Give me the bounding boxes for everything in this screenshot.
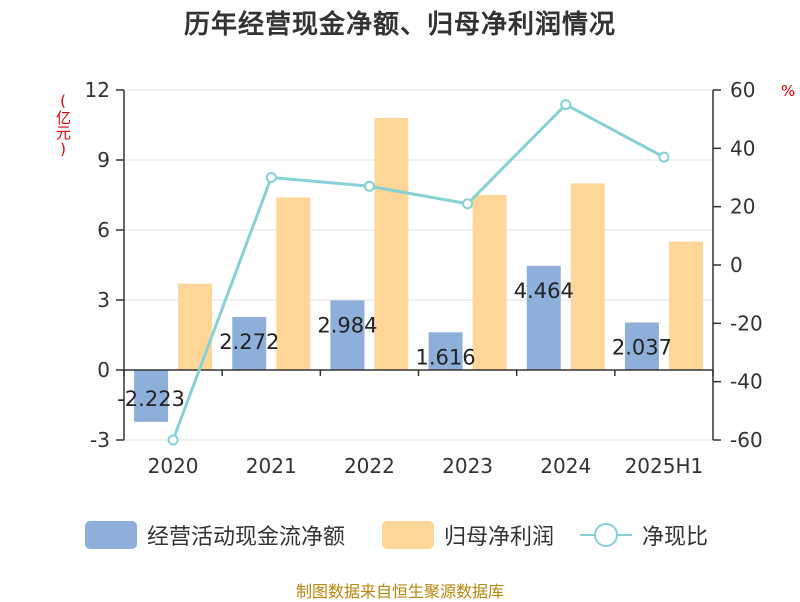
bar-net-profit xyxy=(570,183,605,370)
legend: 经营活动现金流净额 归母净利润 净现比 xyxy=(0,517,800,553)
legend-label-cash-flow: 经营活动现金流净额 xyxy=(147,525,346,550)
gridlines xyxy=(124,89,713,441)
ratio-point xyxy=(363,180,375,192)
data-label-cash-flow: -2.223 xyxy=(117,387,185,411)
y-left-tick-label: 3 xyxy=(97,288,110,312)
data-label-cash-flow: 1.616 xyxy=(416,345,476,369)
chart-title: 历年经营现金净额、归母净利润情况 xyxy=(183,10,616,40)
y-right-tick-label: 0 xyxy=(730,253,743,277)
bar-cash-flow xyxy=(428,332,463,370)
ratio-point xyxy=(167,434,179,446)
y-right-tick-label: 60 xyxy=(730,78,755,102)
x-tick-label: 2024 xyxy=(540,454,591,478)
y-left-tick-label: 6 xyxy=(97,218,110,242)
bar-net-profit xyxy=(178,283,213,370)
ratio-point xyxy=(265,172,277,183)
legend-swatch-net-profit xyxy=(382,521,434,549)
ratio-line xyxy=(171,102,665,441)
legend-item-ratio[interactable]: 净现比 xyxy=(580,517,708,553)
left-axis-unit: (亿元) xyxy=(54,92,72,158)
x-tick-label: 2020 xyxy=(148,454,199,478)
y-right-tick-label: -60 xyxy=(730,428,763,452)
y-right-tick-label: 20 xyxy=(730,195,755,219)
y-left-tick-label: -3 xyxy=(90,428,110,452)
x-tick-label: 2021 xyxy=(246,454,297,478)
data-labels: -2.223 2.272 2.984 1.616 4.464 2.037 xyxy=(117,279,672,411)
data-label-cash-flow: 2.984 xyxy=(317,313,377,337)
bar-cash-flow xyxy=(330,300,365,370)
data-label-cash-flow: 2.037 xyxy=(612,335,672,359)
legend-item-net-profit[interactable]: 归母净利润 xyxy=(382,517,554,553)
legend-swatch-ratio-icon xyxy=(580,521,632,549)
y-right-tick-label: -40 xyxy=(730,370,763,394)
legend-label-ratio: 净现比 xyxy=(642,525,709,550)
bar-cash-flow xyxy=(134,370,169,422)
y-left-tick-label: 9 xyxy=(97,148,110,172)
ratio-line-series xyxy=(167,99,670,446)
right-axis-unit: % xyxy=(781,82,796,100)
x-tick-label: 2023 xyxy=(442,454,493,478)
legend-label-net-profit: 归母净利润 xyxy=(444,525,555,550)
bar-net-profit xyxy=(668,241,703,370)
y-right-tick-label: -20 xyxy=(730,311,763,335)
bar-net-profit xyxy=(374,118,409,370)
bar-series xyxy=(134,118,703,422)
data-label-cash-flow: 4.464 xyxy=(514,279,574,303)
source-note: 制图数据来自恒生聚源数据库 xyxy=(295,582,504,601)
y-left-tick-label: 0 xyxy=(97,358,110,382)
bar-cash-flow xyxy=(526,265,561,370)
legend-swatch-cash-flow xyxy=(85,521,137,549)
data-label-cash-flow: 2.272 xyxy=(219,330,279,354)
y-left-tick-label: 12 xyxy=(85,78,110,102)
x-tick-label: 2025H1 xyxy=(625,454,704,478)
ratio-point xyxy=(560,99,572,111)
bar-net-profit xyxy=(276,197,311,370)
x-tick-label: 2022 xyxy=(344,454,395,478)
ratio-point xyxy=(658,151,670,163)
bar-net-profit xyxy=(472,195,507,370)
y-right-tick-label: 40 xyxy=(730,136,755,160)
bar-cash-flow xyxy=(624,322,659,370)
legend-item-cash-flow[interactable]: 经营活动现金流净额 xyxy=(85,517,345,553)
ratio-point xyxy=(462,198,474,210)
axes: -3 0 3 6 9 12 -60 -40 -20 0 20 40 60 2020 2021 2022 2023… xyxy=(85,78,763,478)
bar-cash-flow xyxy=(232,316,267,370)
